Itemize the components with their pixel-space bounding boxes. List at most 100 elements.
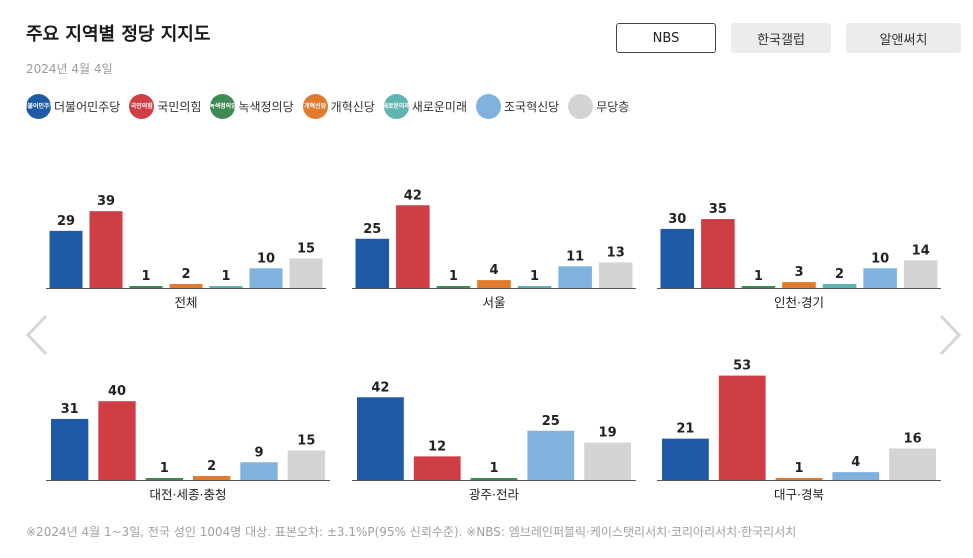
legend-label: 더불어민주당: [54, 100, 121, 114]
bar: [718, 375, 766, 480]
bar: [209, 286, 243, 288]
bar-value-label: 30: [668, 212, 686, 227]
bar-value-label: 19: [599, 426, 617, 441]
region-label: 광주·전라: [469, 487, 519, 502]
bar: [775, 478, 823, 480]
bar-value-label: 1: [530, 269, 539, 284]
bar: [558, 266, 592, 288]
bar-value-label: 40: [108, 384, 126, 399]
previous-arrow-icon[interactable]: [24, 314, 50, 356]
region-label: 대구·경북: [774, 487, 824, 502]
bar-value-label: 25: [363, 222, 381, 237]
legend-label: 개혁신당: [330, 100, 375, 114]
democratic-party-logo-icon: 더불어민주당: [26, 94, 51, 119]
tab-rnsearch[interactable]: 알앤써치: [846, 23, 961, 53]
bar-value-label: 39: [97, 194, 115, 209]
bar: [903, 260, 938, 288]
bar-value-label: 1: [489, 461, 498, 476]
bar-value-label: 1: [160, 461, 169, 476]
survey-footnote: ※2024년 4월 1~3일, 전국 성인 1004명 대상. 표본오차: ±3…: [26, 525, 797, 539]
bar-value-label: 35: [709, 202, 727, 217]
bar-value-label: 1: [794, 461, 803, 476]
bar-value-label: 1: [754, 269, 763, 284]
bar: [832, 472, 880, 480]
bar: [396, 205, 430, 288]
bar-value-label: 12: [428, 439, 446, 454]
bar-value-label: 3: [794, 265, 803, 280]
bar: [889, 448, 936, 480]
legend-label: 무당층: [596, 100, 630, 114]
legend-item: 새로운미래 새로운미래: [383, 94, 467, 119]
legend-item: 조국혁신당: [476, 94, 559, 119]
bar-value-label: 2: [207, 459, 216, 474]
bar-value-label: 25: [542, 414, 560, 429]
bar-value-label: 1: [141, 269, 150, 284]
page-title: 주요 지역별 정당 지지도: [26, 24, 211, 45]
survey-date: 2024년 4월 4일: [26, 62, 113, 76]
bar: [49, 230, 83, 288]
bar: [741, 286, 776, 288]
bar-value-label: 10: [257, 251, 275, 266]
green-justice-party-logo-icon: 녹색정의당: [210, 94, 236, 119]
bar: [470, 478, 518, 480]
bar: [289, 258, 323, 288]
bar-value-label: 16: [904, 431, 922, 446]
bar-value-label: 15: [297, 433, 315, 448]
bar: [822, 284, 857, 288]
bar: [527, 430, 575, 480]
bar: [782, 282, 816, 288]
bar: [145, 478, 183, 480]
bar: [863, 268, 897, 288]
bar: [240, 462, 278, 480]
legend-item: 녹색정의당 녹색정의당: [210, 94, 294, 119]
bar-value-label: 2: [181, 267, 190, 282]
bar: [477, 280, 511, 288]
bar-value-label: 42: [371, 380, 389, 395]
bar-value-label: 9: [254, 445, 263, 460]
bar-value-label: 29: [57, 214, 75, 229]
tab-nbs[interactable]: NBS: [616, 23, 716, 53]
bar: [355, 238, 390, 288]
bar-value-label: 1: [221, 269, 230, 284]
bar-value-label: 21: [676, 422, 694, 437]
bar-value-label: 53: [733, 359, 751, 374]
bar-value-label: 4: [489, 263, 498, 278]
bar: [287, 450, 325, 480]
region-label: 대전·세종·충청: [150, 487, 227, 502]
people-power-party-logo-icon: 국민의힘: [129, 94, 155, 119]
region-label: 인천·경기: [774, 295, 824, 310]
legend-item: 무당층: [568, 94, 629, 119]
legend-label: 국민의힘: [157, 100, 202, 114]
bar: [98, 401, 136, 480]
bar: [129, 286, 163, 288]
bar: [169, 284, 203, 288]
bar: [598, 262, 633, 288]
bar-value-label: 1: [449, 269, 458, 284]
bar-value-label: 2: [835, 267, 844, 282]
reform-party-logo-icon: 개혁신당: [302, 94, 328, 119]
next-arrow-icon[interactable]: [937, 314, 963, 356]
bar-value-label: 13: [607, 245, 625, 260]
new-future-party-logo-icon: 새로운미래: [383, 94, 409, 119]
bar: [662, 438, 709, 480]
bar: [51, 418, 89, 480]
bar-value-label: 31: [61, 402, 79, 417]
legend-label: 새로운미래: [411, 100, 467, 114]
tab-gallup[interactable]: 한국갤럽: [731, 23, 831, 53]
bar-value-label: 15: [297, 241, 315, 256]
bar-value-label: 42: [404, 188, 422, 203]
legend-label: 녹색정의당: [238, 100, 294, 114]
region-label: 전체: [174, 295, 197, 310]
bar: [701, 219, 735, 288]
bar: [436, 286, 471, 288]
region-label: 서울: [482, 295, 505, 310]
bar-value-label: 10: [871, 251, 889, 266]
bar: [357, 397, 404, 480]
bar-value-label: 14: [912, 243, 930, 258]
independent-circle-icon: [568, 94, 594, 119]
legend-item: 국민의힘 국민의힘: [129, 94, 201, 119]
bar: [249, 268, 283, 288]
